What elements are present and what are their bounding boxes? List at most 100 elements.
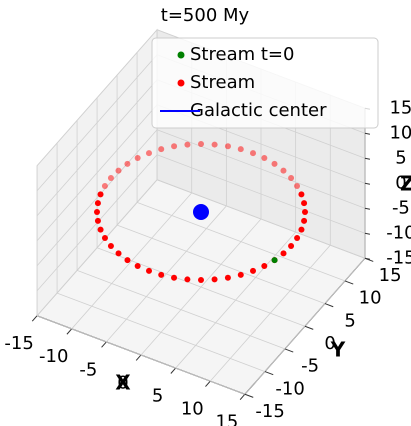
legend-box	[151, 37, 379, 129]
y-tick	[264, 371, 274, 376]
point	[224, 143, 231, 150]
x-tick-label: -5	[79, 359, 97, 380]
point	[134, 262, 141, 269]
point	[298, 226, 305, 233]
x-tick	[101, 341, 107, 348]
x-tick	[239, 393, 246, 401]
point	[237, 271, 244, 278]
point	[184, 141, 191, 148]
point	[197, 277, 204, 284]
x-tick	[31, 315, 38, 322]
point	[250, 150, 256, 157]
point	[107, 174, 114, 181]
point	[124, 257, 131, 264]
z-tick	[364, 157, 371, 160]
point	[301, 200, 308, 207]
point	[158, 271, 165, 278]
point	[211, 141, 218, 148]
grid-line	[36, 129, 158, 266]
point	[294, 235, 301, 242]
point	[261, 155, 268, 162]
point	[158, 146, 165, 153]
z-tick	[364, 182, 371, 185]
grid-line	[96, 247, 306, 327]
point	[224, 274, 231, 281]
x-axis-label: X	[115, 371, 131, 395]
point	[124, 160, 131, 167]
galactic-center	[193, 204, 209, 220]
z-tick-label: 5	[395, 147, 406, 168]
point	[237, 146, 244, 153]
point	[198, 140, 205, 147]
x-tick-label: 0	[117, 372, 128, 393]
y-tick-label: -10	[275, 378, 304, 399]
legend-label: Stream	[190, 72, 255, 93]
y-tick-label: -5	[301, 356, 319, 377]
grid-line	[116, 224, 326, 304]
grid-line	[56, 292, 266, 372]
z-tick-label: 10	[389, 122, 411, 143]
y-tick	[324, 303, 334, 308]
y-tick	[304, 325, 314, 330]
point	[271, 257, 278, 264]
y-tick-label: 0	[324, 333, 335, 354]
point	[146, 267, 152, 274]
point	[145, 150, 152, 157]
x-tick	[66, 328, 73, 335]
grid-line	[36, 104, 158, 241]
x-tick	[170, 367, 177, 374]
legend-label: Stream t=0	[190, 44, 294, 65]
x-tick-label: 10	[181, 399, 204, 420]
point	[301, 217, 308, 224]
y-tick	[284, 348, 294, 353]
z-tick	[364, 132, 371, 135]
z-tick	[364, 257, 371, 260]
z-tick-label: 15	[389, 97, 411, 118]
x-tick	[205, 380, 211, 387]
grid-line	[36, 54, 158, 191]
chart-title: t=500 My	[161, 5, 250, 26]
legend-label: Galactic center	[190, 100, 327, 121]
y-tick-label: 15	[379, 265, 402, 286]
point	[134, 155, 141, 162]
point	[171, 274, 178, 281]
legend-marker	[177, 51, 185, 59]
plot-area	[93, 140, 309, 284]
y-tick	[244, 393, 254, 398]
point	[288, 174, 295, 181]
z-axis-label: Z	[400, 172, 411, 196]
point	[101, 235, 108, 242]
point	[97, 226, 104, 233]
point	[94, 217, 101, 224]
grid-line	[36, 315, 246, 395]
grid-line	[36, 29, 158, 166]
point	[280, 250, 287, 257]
z-tick	[364, 232, 371, 235]
x-tick-label: -10	[39, 346, 68, 367]
x-tick-label: 5	[152, 385, 163, 406]
point	[184, 276, 191, 283]
point	[271, 160, 278, 167]
legend-marker	[177, 79, 185, 87]
x-tick-label: 15	[215, 412, 238, 426]
grid-line	[156, 179, 366, 259]
grid-line	[156, 154, 366, 234]
point	[94, 200, 101, 207]
grid-line	[136, 202, 346, 282]
grid-line	[76, 270, 286, 350]
z-tick-label: -15	[386, 247, 411, 268]
legend: Stream t=0 Stream Galactic center	[151, 37, 379, 129]
point	[280, 167, 287, 174]
point	[171, 143, 178, 150]
z-tick-label: -5	[392, 197, 410, 218]
x-tick-label: -15	[4, 333, 33, 354]
z-tick	[364, 207, 371, 210]
point	[93, 208, 100, 215]
point	[107, 243, 114, 250]
grid-line	[156, 129, 366, 209]
point	[101, 182, 108, 189]
point	[261, 262, 268, 269]
point	[288, 243, 295, 250]
x-tick	[135, 354, 142, 361]
